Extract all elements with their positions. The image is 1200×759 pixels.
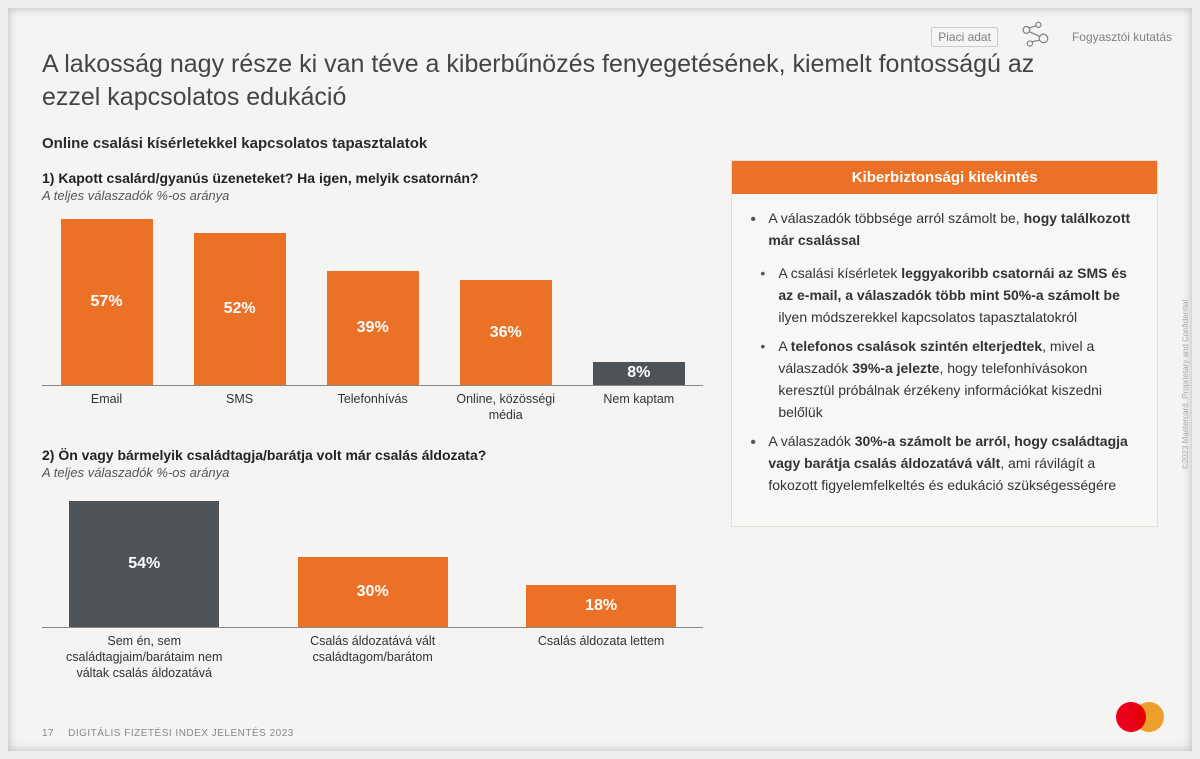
footer: 17 DIGITÁLIS FIZETÉSI INDEX JELENTÉS 202… [42, 728, 294, 739]
section-subtitle: Online csalási kísérletekkel kapcsolatos… [42, 135, 1158, 152]
chart2-question: 2) Ön vagy bármelyik családtagja/barátja… [42, 447, 703, 463]
panel-header: Kiberbiztonsági kitekintés [731, 160, 1158, 194]
charts-column: 1) Kapott csalárd/gyanús üzeneteket? Ha … [42, 160, 703, 721]
panel-body: A válaszadók többsége arról számolt be, … [731, 194, 1158, 527]
network-icon [1018, 18, 1052, 55]
bar-label: Nem kaptam [584, 392, 693, 423]
bar: 52% [194, 233, 286, 385]
slide: Piaci adat Fogyasztói kutatás A lakosság… [8, 8, 1192, 751]
page-number: 17 [42, 728, 54, 739]
chart2-subtext: A teljes válaszadók %-os aránya [42, 465, 703, 480]
chart1-question: 1) Kapott csalárd/gyanús üzeneteket? Ha … [42, 170, 703, 186]
bar: 36% [460, 280, 552, 385]
copyright: ©2023 Mastercard. Proprietary and Confid… [1182, 299, 1191, 469]
bar-label: Csalás áldozatává vált családtagom/barát… [280, 634, 464, 681]
insight-bullet: A válaszadók többsége arról számolt be, … [750, 208, 1139, 251]
title-block: A lakosság nagy része ki van téve a kibe… [42, 48, 1062, 113]
insight-bullet: A válaszadók 30%-a számolt be arról, hog… [750, 431, 1139, 496]
bar-label: Online, közösségi média [451, 392, 560, 423]
bar: 18% [526, 585, 676, 627]
doc-title: DIGITÁLIS FIZETÉSI INDEX JELENTÉS 2023 [68, 728, 294, 739]
chart2: 2) Ön vagy bármelyik családtagja/barátja… [42, 437, 703, 681]
bar-label: Sem én, sem családtagjaim/barátaim nem v… [52, 634, 236, 681]
bar-label: SMS [185, 392, 294, 423]
bar-label: Email [52, 392, 161, 423]
mastercard-logo-icon [1116, 702, 1164, 737]
bar: 57% [61, 219, 153, 385]
page-title: A lakosság nagy része ki van téve a kibe… [42, 48, 1062, 113]
insight-panel: Kiberbiztonsági kitekintés A válaszadók … [731, 160, 1158, 721]
bar: 39% [327, 271, 419, 385]
research-label: Fogyasztói kutatás [1072, 30, 1172, 44]
insight-sub-bullet: A telefonos csalások szintén elterjedtek… [760, 336, 1139, 423]
header-badges: Piaci adat Fogyasztói kutatás [931, 18, 1172, 55]
bar-label: Telefonhívás [318, 392, 427, 423]
bar-label: Csalás áldozata lettem [509, 634, 693, 681]
chart1-subtext: A teljes válaszadók %-os aránya [42, 188, 703, 203]
chart1: 1) Kapott csalárd/gyanús üzeneteket? Ha … [42, 160, 703, 423]
bar: 30% [298, 557, 448, 627]
market-data-tag: Piaci adat [931, 27, 998, 47]
bar: 8% [593, 362, 685, 385]
insight-sub-bullet: A csalási kísérletek leggyakoribb csator… [760, 263, 1139, 328]
bar: 54% [69, 501, 219, 627]
